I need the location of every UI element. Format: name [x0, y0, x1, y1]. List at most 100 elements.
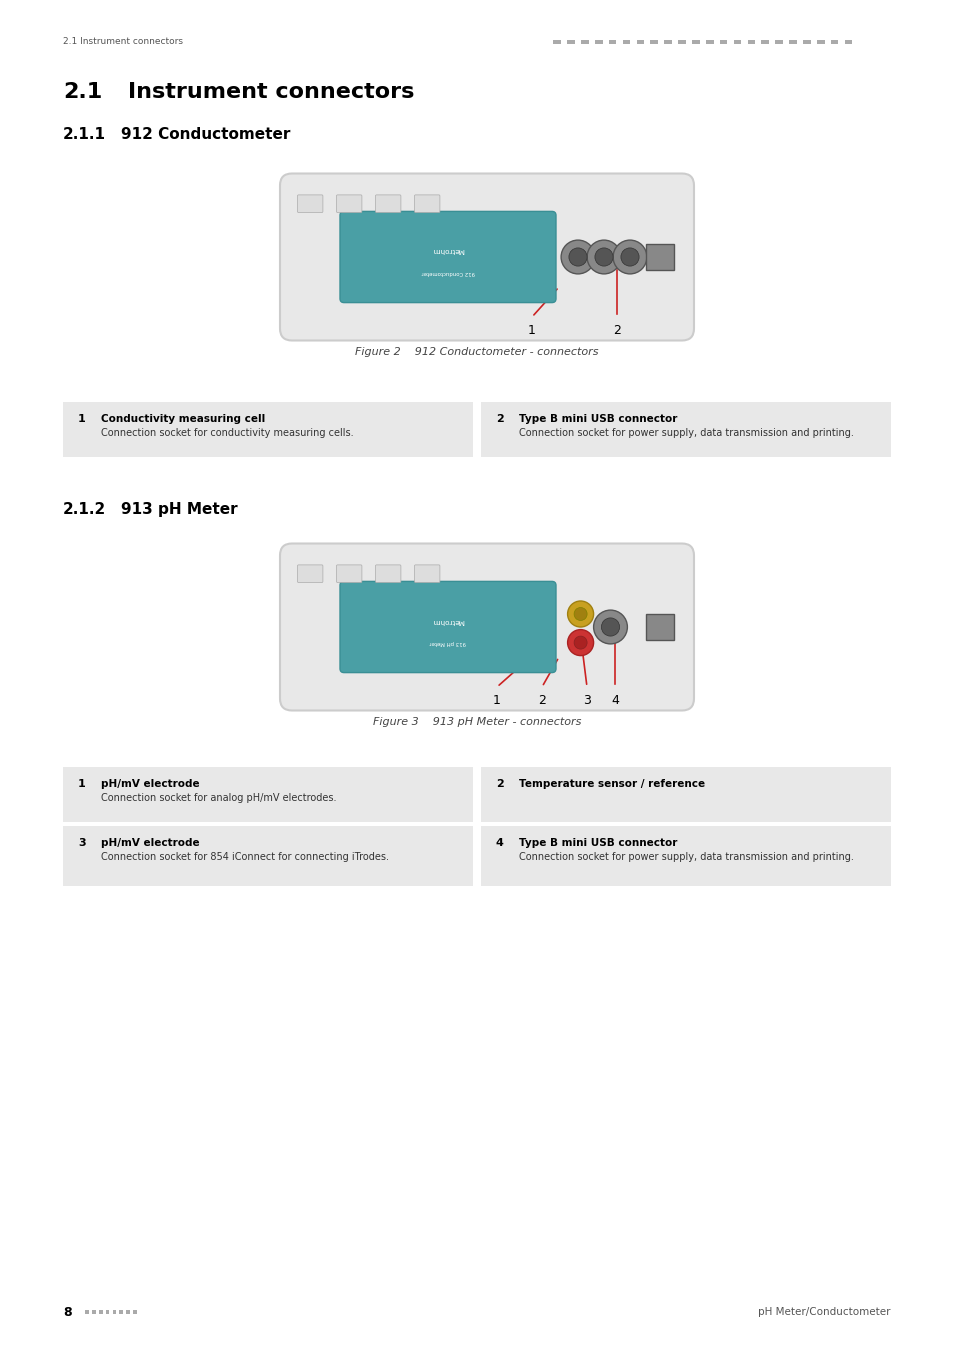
Bar — [816, 40, 823, 45]
Bar — [480, 402, 890, 458]
Text: pH Meter/Conductometer: pH Meter/Conductometer — [758, 1307, 890, 1318]
Bar — [106, 1310, 110, 1314]
Text: 2.1: 2.1 — [63, 82, 102, 103]
Bar — [133, 1310, 137, 1314]
FancyBboxPatch shape — [297, 194, 322, 212]
Text: Connection socket for 854 iConnect for connecting iTrodes.: Connection socket for 854 iConnect for c… — [101, 852, 389, 863]
Circle shape — [560, 240, 595, 274]
Circle shape — [593, 610, 627, 644]
Text: pH/mV electrode: pH/mV electrode — [101, 779, 199, 788]
Text: Conductivity measuring cell: Conductivity measuring cell — [101, 414, 265, 424]
FancyBboxPatch shape — [336, 194, 361, 212]
FancyBboxPatch shape — [339, 212, 556, 302]
Text: 1: 1 — [528, 324, 536, 338]
Text: Connection socket for conductivity measuring cells.: Connection socket for conductivity measu… — [101, 428, 354, 437]
Text: 2: 2 — [496, 779, 503, 788]
Circle shape — [567, 601, 593, 626]
Bar — [112, 1310, 116, 1314]
Bar — [705, 40, 713, 45]
Circle shape — [595, 248, 613, 266]
Circle shape — [568, 248, 586, 266]
Text: 912 Conductometer: 912 Conductometer — [421, 270, 475, 275]
Circle shape — [574, 608, 586, 621]
Bar — [788, 40, 796, 45]
Bar — [595, 40, 602, 45]
Bar — [580, 40, 588, 45]
Circle shape — [586, 240, 620, 274]
Text: Connection socket for analog pH/mV electrodes.: Connection socket for analog pH/mV elect… — [101, 792, 336, 803]
Bar — [480, 767, 890, 822]
Bar — [843, 40, 851, 45]
FancyBboxPatch shape — [339, 582, 556, 672]
Bar — [126, 1310, 130, 1314]
Text: 2: 2 — [537, 694, 545, 707]
FancyBboxPatch shape — [297, 564, 322, 582]
FancyBboxPatch shape — [375, 564, 400, 582]
Bar — [747, 40, 755, 45]
Text: 4: 4 — [611, 694, 618, 707]
Bar — [608, 40, 616, 45]
Circle shape — [600, 618, 618, 636]
Bar — [802, 40, 810, 45]
Text: 913 pH Meter: 913 pH Meter — [429, 640, 466, 645]
Bar — [678, 40, 685, 45]
Text: 3: 3 — [78, 838, 86, 848]
Text: 1: 1 — [493, 694, 500, 707]
Bar — [636, 40, 643, 45]
FancyBboxPatch shape — [280, 174, 693, 340]
Text: pH/mV electrode: pH/mV electrode — [101, 838, 199, 848]
Text: 2.1.2: 2.1.2 — [63, 502, 106, 517]
Text: Metrohm: Metrohm — [432, 247, 464, 254]
Text: Type B mini USB connector: Type B mini USB connector — [518, 414, 677, 424]
Bar — [85, 1310, 89, 1314]
Text: 1: 1 — [78, 414, 86, 424]
Bar — [645, 244, 674, 270]
Text: 2: 2 — [613, 324, 620, 338]
Bar — [760, 40, 768, 45]
Text: Figure 3    913 pH Meter - connectors: Figure 3 913 pH Meter - connectors — [373, 717, 580, 728]
Text: Temperature sensor / reference: Temperature sensor / reference — [518, 779, 704, 788]
Bar — [650, 40, 658, 45]
Bar — [480, 826, 890, 886]
Bar — [733, 40, 740, 45]
FancyBboxPatch shape — [414, 194, 439, 212]
Text: Connection socket for power supply, data transmission and printing.: Connection socket for power supply, data… — [518, 852, 853, 863]
Circle shape — [574, 636, 586, 649]
Bar — [830, 40, 838, 45]
Text: 8: 8 — [63, 1305, 71, 1319]
Circle shape — [613, 240, 646, 274]
Circle shape — [620, 248, 639, 266]
Text: Metrohm: Metrohm — [432, 617, 464, 624]
Bar — [553, 40, 560, 45]
Text: Connection socket for power supply, data transmission and printing.: Connection socket for power supply, data… — [518, 428, 853, 437]
Bar — [119, 1310, 123, 1314]
Text: 3: 3 — [582, 694, 590, 707]
Text: 2.1 Instrument connectors: 2.1 Instrument connectors — [63, 38, 183, 46]
Bar — [720, 40, 727, 45]
Bar — [691, 40, 699, 45]
Bar — [663, 40, 671, 45]
Bar — [63, 826, 473, 886]
Text: 2.1.1: 2.1.1 — [63, 127, 106, 142]
Bar — [99, 1310, 102, 1314]
FancyBboxPatch shape — [336, 564, 361, 582]
Circle shape — [567, 629, 593, 656]
Text: 1: 1 — [78, 779, 86, 788]
Text: Figure 2    912 Conductometer - connectors: Figure 2 912 Conductometer - connectors — [355, 347, 598, 356]
FancyBboxPatch shape — [280, 544, 693, 710]
Bar — [645, 614, 674, 640]
Text: 913 pH Meter: 913 pH Meter — [121, 502, 237, 517]
FancyBboxPatch shape — [414, 564, 439, 582]
Bar — [775, 40, 782, 45]
Bar — [91, 1310, 95, 1314]
Bar — [622, 40, 630, 45]
Text: 2: 2 — [496, 414, 503, 424]
Bar — [63, 402, 473, 458]
Bar — [63, 767, 473, 822]
Text: Instrument connectors: Instrument connectors — [128, 82, 414, 103]
Bar — [567, 40, 575, 45]
FancyBboxPatch shape — [375, 194, 400, 212]
Text: 912 Conductometer: 912 Conductometer — [121, 127, 290, 142]
Text: 4: 4 — [496, 838, 503, 848]
Text: Type B mini USB connector: Type B mini USB connector — [518, 838, 677, 848]
